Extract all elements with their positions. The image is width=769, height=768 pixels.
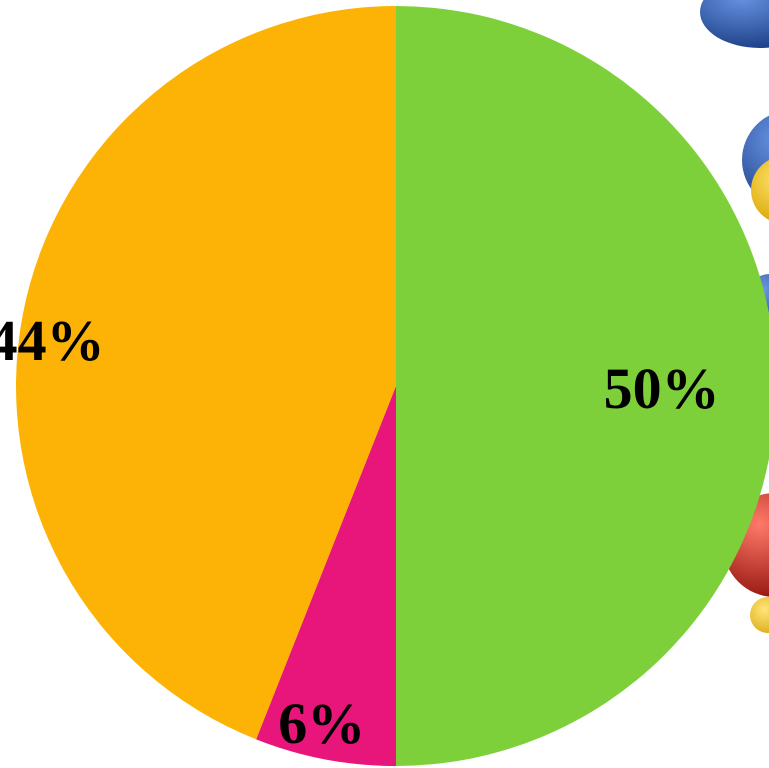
pie-slice-label-1: 50% [604, 356, 720, 421]
pie-labels: 50% 6% 44% [0, 308, 720, 756]
pie-slice-label-2: 6% [278, 691, 365, 756]
pie-slice-3 [15, 6, 397, 740]
pie-slice-2 [256, 386, 396, 766]
emoji-ball-icon [750, 597, 769, 633]
emoji-ball-icon [751, 160, 769, 220]
pie-slice-1 [396, 6, 769, 766]
pie-slices [15, 6, 769, 766]
pie-slice-label-3: 44% [0, 308, 105, 373]
blue-ball-icon [700, 0, 769, 48]
